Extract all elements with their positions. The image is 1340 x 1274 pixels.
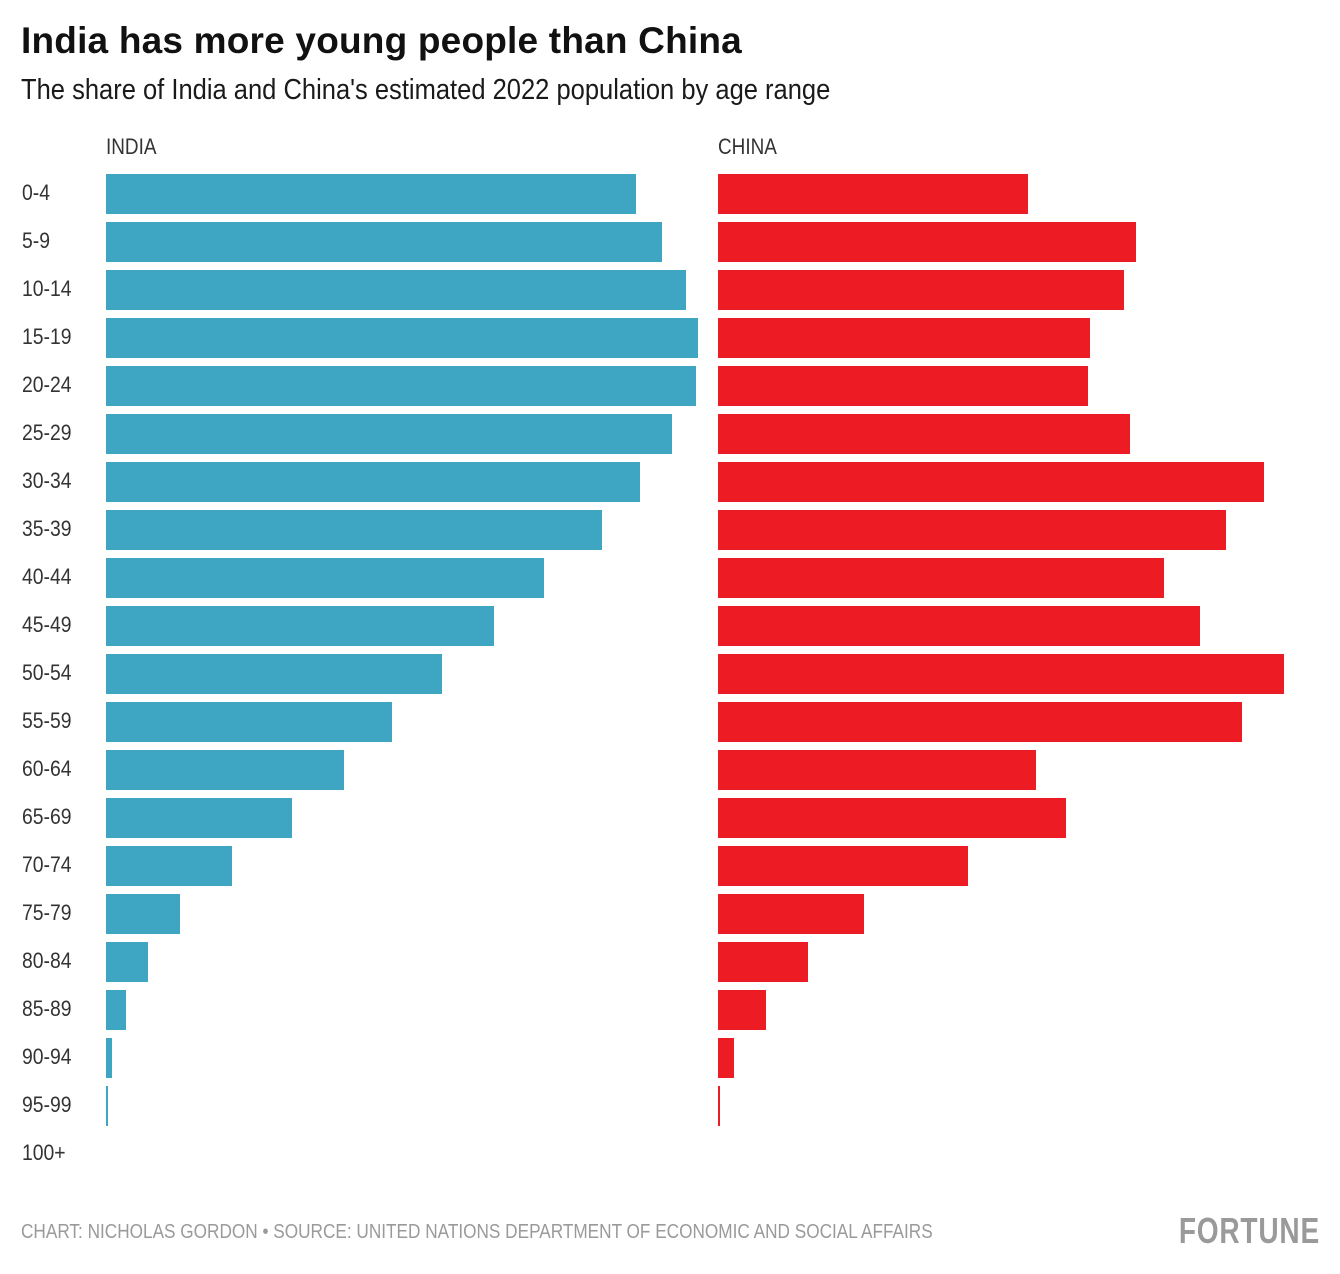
category-label: 75-79	[22, 900, 72, 925]
bar-china-10-14	[718, 270, 1124, 310]
bar-china-70-74	[718, 846, 968, 886]
category-label: 40-44	[22, 564, 72, 589]
category-label: 25-29	[22, 420, 72, 445]
bar-china-65-69	[718, 798, 1066, 838]
category-label: 100+	[22, 1140, 66, 1165]
bar-china-45-49	[718, 606, 1200, 646]
bar-india-50-54	[106, 654, 442, 694]
bar-india-90-94	[106, 1038, 112, 1078]
category-label: 65-69	[22, 804, 72, 829]
bar-china-55-59	[718, 702, 1242, 742]
bar-india-0-4	[106, 174, 636, 214]
bar-china-25-29	[718, 414, 1130, 454]
category-label: 80-84	[22, 948, 72, 973]
bar-china-15-19	[718, 318, 1090, 358]
panel-label-india: INDIA	[106, 134, 157, 159]
bar-china-75-79	[718, 894, 864, 934]
bar-india-30-34	[106, 462, 640, 502]
panel-label-china: CHINA	[718, 134, 777, 159]
category-label: 95-99	[22, 1092, 72, 1117]
category-label: 70-74	[22, 852, 72, 877]
bar-india-10-14	[106, 270, 686, 310]
bar-china-50-54	[718, 654, 1284, 694]
chart-title: India has more young people than China	[21, 20, 742, 61]
category-label: 60-64	[22, 756, 72, 781]
bar-india-70-74	[106, 846, 232, 886]
bar-india-25-29	[106, 414, 672, 454]
category-label: 5-9	[22, 228, 50, 253]
bar-china-60-64	[718, 750, 1036, 790]
fortune-logo: FORTUNE	[1178, 1210, 1320, 1251]
bar-india-20-24	[106, 366, 696, 406]
category-label: 55-59	[22, 708, 72, 733]
bar-india-35-39	[106, 510, 602, 550]
bar-china-80-84	[718, 942, 808, 982]
category-label: 90-94	[22, 1044, 72, 1069]
category-label: 15-19	[22, 324, 72, 349]
bar-india-5-9	[106, 222, 662, 262]
category-label: 30-34	[22, 468, 72, 493]
bar-china-90-94	[718, 1038, 734, 1078]
bar-china-40-44	[718, 558, 1164, 598]
category-label: 85-89	[22, 996, 72, 1021]
bar-india-55-59	[106, 702, 392, 742]
bar-china-5-9	[718, 222, 1136, 262]
bar-india-15-19	[106, 318, 698, 358]
bar-india-40-44	[106, 558, 544, 598]
bar-india-45-49	[106, 606, 494, 646]
bar-india-60-64	[106, 750, 344, 790]
category-label: 50-54	[22, 660, 72, 685]
bar-india-75-79	[106, 894, 180, 934]
bar-china-85-89	[718, 990, 766, 1030]
bar-china-95-99	[718, 1086, 720, 1126]
category-label: 10-14	[22, 276, 72, 301]
chart-subtitle: The share of India and China's estimated…	[21, 74, 831, 106]
category-label: 0-4	[22, 180, 50, 205]
bar-india-95-99	[106, 1086, 108, 1126]
bar-china-20-24	[718, 366, 1088, 406]
bar-india-80-84	[106, 942, 148, 982]
bar-china-30-34	[718, 462, 1264, 502]
bar-china-35-39	[718, 510, 1226, 550]
bar-india-85-89	[106, 990, 126, 1030]
category-label: 45-49	[22, 612, 72, 637]
category-label: 35-39	[22, 516, 72, 541]
category-label: 20-24	[22, 372, 72, 397]
bar-china-0-4	[718, 174, 1028, 214]
source-credit: CHART: NICHOLAS GORDON • SOURCE: UNITED …	[21, 1221, 933, 1243]
bar-india-65-69	[106, 798, 292, 838]
